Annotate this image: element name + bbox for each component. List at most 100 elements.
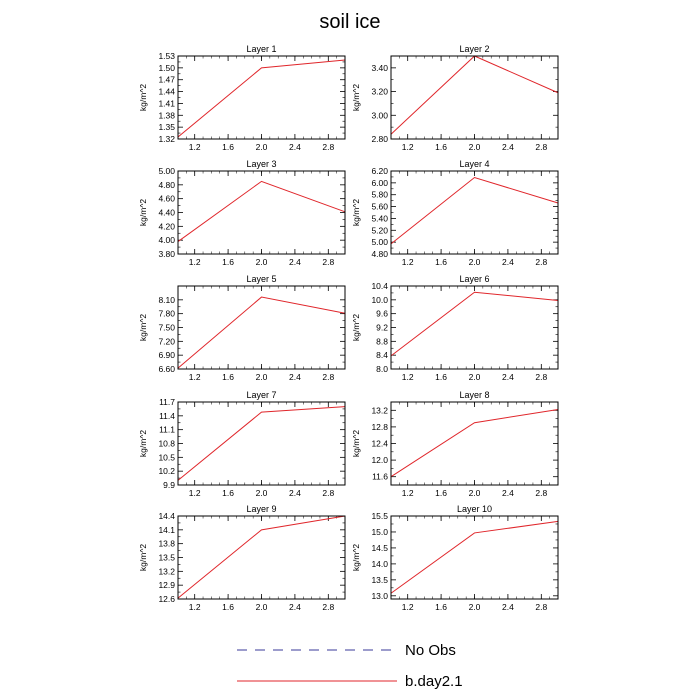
x-tick-label: 2.0	[469, 257, 481, 267]
panel-layer-4: Layer 4 4.80 5.00 5.20 5.405.60 5.80 6.00 6.20 1…	[351, 159, 559, 267]
panel-layer-5: Layer 5 6.60 6.90 7.20 7.50 7.80 8.10 1.2 1.6 2.0…	[138, 274, 346, 382]
y-tick-label: 10.5	[158, 452, 175, 462]
panel-layer-1: Layer 1 1.32 1.35 1.38 1.411.44 1.47 1.50 1.53 1…	[138, 44, 346, 152]
legend-label-b-day2-1: b.day2.1	[405, 673, 463, 690]
x-tick-label: 2.8	[322, 372, 334, 382]
x-tick-label: 1.6	[435, 488, 447, 498]
x-tick-label: 2.0	[256, 372, 268, 382]
y-tick-label: 5.60	[371, 202, 388, 212]
x-tick-label: 2.8	[535, 142, 547, 152]
y-axis-label: kg/m^2	[351, 199, 361, 226]
y-tick-label: 10.0	[371, 295, 388, 305]
series-line-layer-6	[390, 291, 559, 357]
x-tick-label: 1.2	[189, 488, 201, 498]
plot-frame	[390, 515, 559, 600]
y-tick-label: 1.32	[158, 134, 175, 144]
y-tick-label: 9.9	[163, 480, 175, 490]
y-tick-label: 10.8	[158, 439, 175, 449]
y-tick-label: 2.80	[371, 134, 388, 144]
y-tick-label: 1.50	[158, 63, 175, 73]
x-tick-label: 2.8	[322, 602, 334, 612]
series-line-layer-1	[177, 59, 346, 138]
x-tick-label: 2.0	[256, 602, 268, 612]
y-axis-label: kg/m^2	[138, 84, 148, 111]
y-tick-label: 8.10	[158, 295, 175, 305]
y-tick-label: 6.00	[371, 178, 388, 188]
y-tick-label: 14.0	[371, 559, 388, 569]
x-tick-label: 2.4	[289, 257, 301, 267]
y-axis-label: kg/m^2	[138, 430, 148, 457]
plot-frame	[390, 285, 559, 370]
y-tick-label: 10.2	[158, 466, 175, 476]
x-tick-label: 2.4	[502, 142, 514, 152]
panel-title: Layer 10	[457, 504, 492, 514]
figure-title: soil ice	[319, 11, 380, 33]
panel-title: Layer 6	[459, 274, 489, 284]
y-tick-label: 4.80	[371, 249, 388, 259]
y-axis-label: kg/m^2	[351, 544, 361, 571]
plot-frame	[177, 170, 346, 255]
x-tick-label: 2.4	[289, 142, 301, 152]
x-tick-label: 2.8	[322, 142, 334, 152]
y-axis-label: kg/m^2	[351, 430, 361, 457]
x-tick-label: 2.8	[322, 257, 334, 267]
plot-frame	[390, 170, 559, 255]
x-tick-label: 2.8	[322, 488, 334, 498]
x-tick-label: 2.4	[289, 488, 301, 498]
series-line-layer-4	[390, 176, 559, 245]
x-tick-label: 2.4	[502, 257, 514, 267]
y-tick-label: 8.8	[376, 336, 388, 346]
y-tick-label: 6.90	[158, 350, 175, 360]
x-tick-label: 1.2	[402, 488, 414, 498]
y-tick-label: 15.0	[371, 527, 388, 537]
x-tick-label: 1.2	[189, 257, 201, 267]
panel-title: Layer 3	[246, 159, 276, 169]
panel-layer-10: Layer 10 13.0 13.5 14.0 14.5 15.0 15.5 1.2 1.6 2.…	[351, 504, 559, 612]
y-tick-label: 8.4	[376, 350, 388, 360]
y-tick-label: 13.5	[158, 553, 175, 563]
y-tick-label: 9.2	[376, 323, 388, 333]
plot-frame	[177, 55, 346, 140]
y-tick-label: 13.2	[371, 405, 388, 415]
x-tick-label: 1.2	[402, 372, 414, 382]
x-tick-label: 1.6	[222, 372, 234, 382]
y-tick-label: 7.80	[158, 309, 175, 319]
series-line-layer-8	[390, 408, 559, 478]
y-tick-label: 5.80	[371, 190, 388, 200]
x-tick-label: 2.4	[289, 372, 301, 382]
x-tick-label: 1.2	[189, 142, 201, 152]
y-tick-label: 4.60	[158, 194, 175, 204]
panel-layer-3: Layer 3 3.80 4.00 4.20 4.40 4.60 4.80 5.00 1.2 1.…	[138, 159, 346, 267]
panel-title: Layer 7	[246, 390, 276, 400]
x-tick-label: 1.2	[189, 602, 201, 612]
panel-layer-6: Layer 6 8.0 8.4 8.8 9.2 9.6 10.0 10.4 1.2 1.6 2.0 2…	[351, 274, 559, 382]
y-tick-label: 11.4	[159, 411, 175, 421]
y-tick-label: 11.1	[159, 425, 175, 435]
panel-grid: Layer 1 1.32 1.35 1.38 1.411.44 1.47 1.50 1.53 1…	[138, 44, 559, 612]
x-tick-label: 1.6	[435, 372, 447, 382]
x-tick-label: 1.2	[402, 257, 414, 267]
plot-frame	[177, 285, 346, 370]
y-tick-label: 12.4	[371, 439, 388, 449]
y-tick-label: 5.00	[371, 237, 388, 247]
x-tick-label: 2.8	[535, 257, 547, 267]
x-tick-label: 1.6	[435, 257, 447, 267]
y-tick-label: 15.5	[371, 511, 388, 521]
y-tick-label: 12.0	[371, 455, 388, 465]
y-tick-label: 14.5	[371, 543, 388, 553]
y-tick-label: 11.6	[372, 472, 388, 482]
y-tick-label: 10.4	[371, 281, 388, 291]
panel-title: Layer 9	[246, 504, 276, 514]
panel-title: Layer 8	[459, 390, 489, 400]
y-tick-label: 3.20	[371, 87, 388, 97]
y-tick-label: 4.20	[158, 221, 175, 231]
plot-frame	[390, 401, 559, 486]
x-tick-label: 2.8	[535, 602, 547, 612]
x-tick-label: 1.6	[222, 142, 234, 152]
y-tick-label: 6.20	[371, 166, 388, 176]
y-tick-label: 13.8	[158, 539, 175, 549]
x-tick-label: 2.4	[289, 602, 301, 612]
panel-layer-9: Layer 9 12.6 12.9 13.2 13.5 13.8 14.1 14.4 1.2 1.…	[138, 504, 346, 612]
y-tick-label: 4.40	[158, 208, 175, 218]
